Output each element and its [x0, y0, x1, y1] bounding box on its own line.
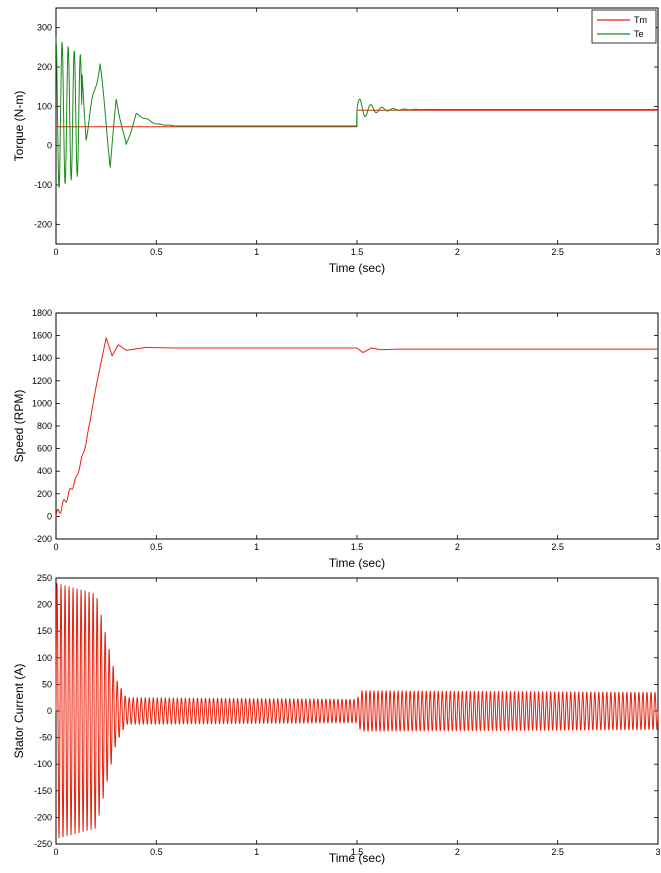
torque-y-axis-label: Torque (N-m) [12, 91, 26, 162]
speed-plot-area [55, 312, 659, 540]
y-tick-label: 100 [37, 653, 52, 663]
x-tick-label: 1.5 [351, 542, 364, 552]
current-x-axis-label: Time (sec) [329, 851, 385, 865]
x-tick-label: 3 [655, 247, 660, 257]
torque-x-ticks: 0 0.5 1 1.5 2 2.5 3 [53, 8, 661, 257]
x-tick-label: 2.5 [551, 847, 564, 857]
legend-label-tm: Tm [634, 15, 647, 25]
speed-y-ticks: 1800 1600 1400 1200 1000 800 600 400 200 0 -200 [32, 308, 658, 544]
x-tick-label: 1.5 [351, 247, 364, 257]
x-tick-label: 2.5 [551, 247, 564, 257]
y-tick-label: 0 [47, 141, 52, 151]
x-tick-label: 0.5 [150, 542, 163, 552]
x-tick-label: 3 [655, 847, 660, 857]
x-tick-label: 0.5 [150, 247, 163, 257]
y-tick-label: -250 [34, 839, 52, 849]
y-tick-label: 50 [42, 679, 52, 689]
x-tick-label: 1 [254, 542, 259, 552]
torque-legend: Tm Te [591, 9, 657, 44]
y-tick-label: -50 [39, 733, 52, 743]
x-tick-label: 3 [655, 542, 660, 552]
x-tick-label: 1.5 [351, 847, 364, 857]
y-tick-label: 0 [47, 706, 52, 716]
y-tick-label: -100 [34, 180, 52, 190]
x-tick-label: 0.5 [150, 847, 163, 857]
y-tick-label: 600 [37, 444, 52, 454]
y-tick-label: 150 [37, 626, 52, 636]
speed-series [55, 337, 658, 517]
torque-series [55, 37, 659, 188]
y-tick-label: 250 [37, 573, 52, 583]
torque-y-ticks: 300 200 100 0 -100 -200 [34, 23, 658, 229]
series-line-te [55, 37, 659, 188]
x-tick-label: 2.5 [551, 542, 564, 552]
x-tick-label: 2 [455, 542, 460, 552]
y-tick-label: -200 [34, 219, 52, 229]
y-tick-label: 1000 [32, 398, 52, 408]
series-line-1 [55, 337, 658, 517]
x-tick-label: 1 [254, 247, 259, 257]
x-tick-label: 2 [455, 247, 460, 257]
y-tick-label: 100 [37, 101, 52, 111]
current-x-ticks: 0 0.5 1 1.5 2 2.5 3 [53, 578, 661, 857]
current-y-axis-label: Stator Current (A) [12, 664, 26, 759]
current-chart: 0 0.5 1 1.5 2 2.5 3 250 200 150 100 50 0 -50 -100 -150… [12, 573, 661, 865]
y-tick-label: 200 [37, 62, 52, 72]
torque-x-axis-label: Time (sec) [329, 261, 385, 275]
torque-chart: 0 0.5 1 1.5 2 2.5 3 300 200 100 0 -100 -200 Time (s… [12, 7, 661, 275]
x-tick-label: 2 [455, 847, 460, 857]
y-tick-label: 200 [37, 489, 52, 499]
x-tick-label: 0 [53, 247, 58, 257]
x-tick-label: 0 [53, 847, 58, 857]
y-tick-label: 1400 [32, 353, 52, 363]
y-tick-label: 200 [37, 600, 52, 610]
current-series [55, 583, 659, 839]
y-tick-label: 0 [47, 511, 52, 521]
speed-chart: 0 0.5 1 1.5 2 2.5 3 1800 1600 1400 1200 1000 800 600… [12, 308, 661, 570]
y-tick-label: -100 [34, 759, 52, 769]
speed-y-axis-label: Speed (RPM) [12, 390, 26, 463]
y-tick-label: 1200 [32, 376, 52, 386]
x-tick-label: 1 [254, 847, 259, 857]
y-tick-label: 300 [37, 23, 52, 33]
series-line-2 [55, 583, 659, 839]
legend-box [591, 9, 657, 44]
current-y-ticks: 250 200 150 100 50 0 -50 -100 -150 -200 -250 [34, 573, 658, 849]
y-tick-label: 400 [37, 466, 52, 476]
x-tick-label: 0 [53, 542, 58, 552]
legend-label-te: Te [634, 29, 644, 39]
y-tick-label: 1600 [32, 331, 52, 341]
y-tick-label: 800 [37, 421, 52, 431]
y-tick-label: -200 [34, 534, 52, 544]
speed-x-axis-label: Time (sec) [329, 556, 385, 570]
speed-x-ticks: 0 0.5 1 1.5 2 2.5 3 [53, 313, 661, 552]
y-tick-label: -200 [34, 812, 52, 822]
y-tick-label: 1800 [32, 308, 52, 318]
y-tick-label: -150 [34, 786, 52, 796]
